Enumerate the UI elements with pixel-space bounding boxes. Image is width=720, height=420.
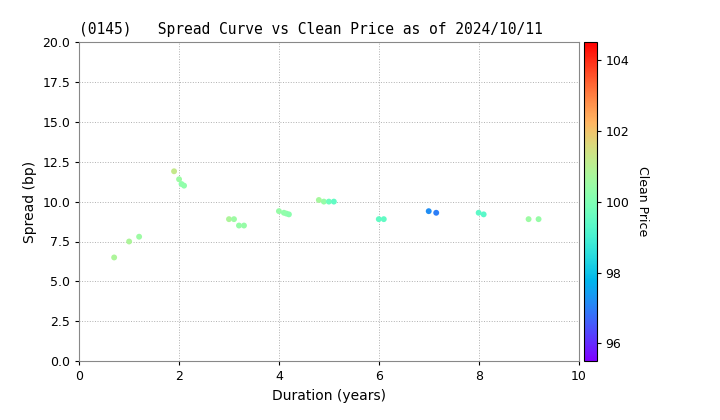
Point (233, 222, 245, 229)
Point (123, 238, 135, 245)
Point (174, 176, 185, 183)
Text: (0145)   Spread Curve vs Clean Price as of 2024/10/11: (0145) Spread Curve vs Clean Price as of… (79, 22, 543, 37)
Point (478, 211, 490, 218)
Point (168, 168, 180, 175)
Point (273, 208, 284, 215)
Point (373, 216, 384, 223)
Point (278, 210, 289, 216)
Point (176, 181, 187, 187)
Point (423, 208, 434, 215)
Point (533, 216, 544, 223)
Point (238, 222, 250, 229)
Point (473, 210, 485, 216)
Y-axis label: Clean Price: Clean Price (636, 166, 649, 237)
Y-axis label: Spread (bp): Spread (bp) (23, 160, 37, 243)
Point (133, 234, 145, 240)
Point (378, 216, 390, 223)
Point (523, 216, 534, 223)
Point (323, 198, 335, 205)
Point (313, 197, 325, 203)
Point (109, 254, 120, 261)
Point (228, 216, 240, 223)
Point (179, 182, 190, 189)
Point (281, 210, 292, 217)
Point (223, 216, 235, 223)
Point (431, 210, 442, 216)
Point (328, 198, 340, 205)
Point (318, 198, 330, 205)
X-axis label: Duration (years): Duration (years) (272, 389, 386, 403)
Point (283, 211, 294, 218)
